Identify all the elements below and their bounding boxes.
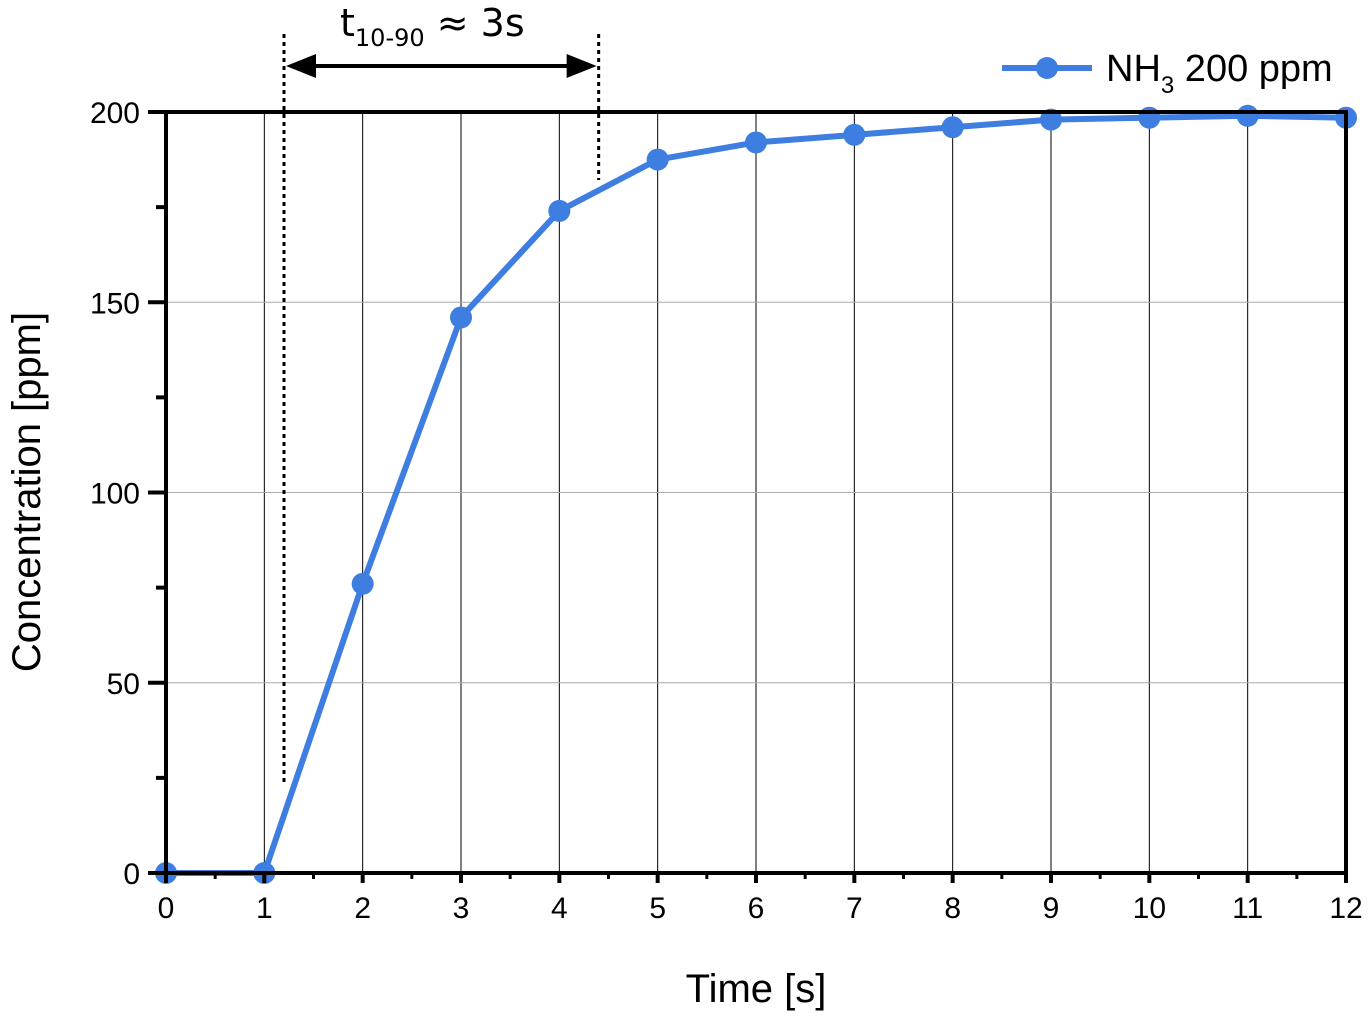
x-tick-label: 10 (1133, 892, 1166, 925)
x-tick-label: 9 (1043, 892, 1060, 925)
annotation-arrow-left-head (286, 54, 316, 78)
x-tick-label: 4 (551, 892, 568, 925)
y-tick-label: 50 (107, 668, 140, 701)
legend-label-rest: 200 ppm (1174, 48, 1332, 90)
legend-label-sub: 3 (1161, 72, 1174, 99)
data-point (646, 148, 669, 171)
x-axis-title: Time [s] (686, 967, 827, 1011)
grid-lines (166, 112, 1346, 873)
annotation-label-sub: 10-90 (355, 24, 425, 52)
x-tick-label: 5 (649, 892, 666, 925)
x-tick-label: 2 (354, 892, 371, 925)
data-point (941, 116, 964, 139)
annotation-label-rest: ≈ 3s (425, 1, 525, 45)
data-point (1236, 104, 1259, 127)
legend-label: NH3 200 ppm (1106, 48, 1333, 99)
legend-label-main: NH (1106, 48, 1161, 90)
annotation-arrow-right-head (566, 54, 597, 78)
data-point (1040, 108, 1062, 131)
x-tick-label: 6 (748, 892, 765, 925)
legend: NH3 200 ppm (1002, 48, 1333, 99)
y-tick-label: 100 (90, 478, 140, 511)
legend-marker-swatch (1036, 57, 1058, 79)
x-tick-label: 7 (846, 892, 863, 925)
data-point (745, 131, 767, 154)
y-tick-label: 150 (90, 287, 140, 320)
annotation-label: t10-90 ≈ 3s (340, 1, 525, 52)
x-tick-label: 1 (256, 892, 273, 925)
x-tick-label: 8 (944, 892, 961, 925)
data-series (155, 104, 1357, 884)
t10-90-annotation (282, 34, 601, 784)
x-tick-label: 12 (1329, 892, 1362, 925)
y-tick-label: 0 (123, 858, 140, 891)
annotation-label-main: t (340, 1, 355, 45)
data-point (450, 306, 472, 329)
x-tick-label: 0 (158, 892, 175, 925)
y-axis-title: Concentration [ppm] (5, 312, 49, 672)
data-point (843, 123, 866, 146)
data-point (548, 199, 571, 222)
data-point (351, 572, 374, 595)
x-tick-label: 3 (453, 892, 470, 925)
x-tick-label: 11 (1232, 892, 1263, 925)
y-tick-label: 200 (90, 97, 140, 130)
